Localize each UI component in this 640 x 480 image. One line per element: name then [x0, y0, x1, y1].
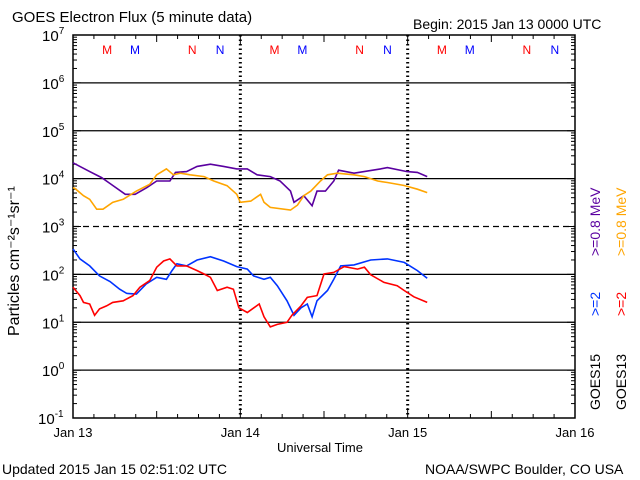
- midnight-marker: M: [437, 43, 447, 57]
- y-tick-label: 100: [42, 361, 65, 380]
- midnight-marker: M: [465, 43, 475, 57]
- y-axis-label: Particles cm⁻²s⁻¹sr⁻¹: [6, 186, 23, 336]
- x-tick-label: Jan 15: [388, 425, 427, 440]
- x-axis-label: Universal Time: [277, 440, 363, 455]
- noon-marker: N: [355, 43, 364, 57]
- y-tick-label: 106: [42, 74, 65, 93]
- midnight-marker: M: [102, 43, 112, 57]
- y-tick-label: 105: [42, 122, 65, 141]
- credit-label: NOAA/SWPC Boulder, CO USA: [425, 461, 624, 477]
- noon-marker: N: [550, 43, 559, 57]
- x-tick-label: Jan 14: [221, 425, 260, 440]
- noon-marker: N: [383, 43, 392, 57]
- legend-goes13: GOES13: [613, 353, 629, 410]
- plot-frame: [72, 34, 576, 419]
- legend-goes15-08: >=0.8 MeV: [587, 187, 603, 257]
- legend-goes15: GOES15: [587, 353, 603, 410]
- noon-marker: N: [523, 43, 532, 57]
- y-tick-label: 104: [42, 170, 65, 189]
- noon-marker: N: [188, 43, 197, 57]
- x-tick-label: Jan 16: [555, 425, 594, 440]
- y-tick-label: 101: [42, 313, 65, 332]
- y-tick-label: 103: [42, 218, 65, 237]
- y-tick-label: 102: [42, 265, 65, 284]
- series-line-goes15-0-8-mev: [72, 162, 428, 208]
- noon-marker: N: [216, 43, 225, 57]
- begin-label: Begin: 2015 Jan 13 0000 UTC: [413, 16, 602, 32]
- legend-goes13-08: >=0.8 MeV: [613, 187, 629, 257]
- y-tick-label: 107: [42, 26, 65, 45]
- x-tick-label: Jan 13: [53, 425, 92, 440]
- midnight-marker: M: [269, 43, 279, 57]
- series-line-goes15-2-mev: [72, 248, 428, 320]
- midnight-marker: M: [130, 43, 140, 57]
- midnight-marker: M: [297, 43, 307, 57]
- series-line-goes13-0-8-mev: [72, 167, 428, 211]
- legend-goes13-2: >=2: [613, 291, 629, 316]
- series-line-goes13-2-mev: [72, 257, 428, 328]
- chart-title: GOES Electron Flux (5 minute data): [12, 9, 253, 26]
- legend-goes15-2: >=2: [587, 291, 603, 316]
- updated-timestamp: Updated 2015 Jan 15 02:51:02 UTC: [2, 461, 227, 477]
